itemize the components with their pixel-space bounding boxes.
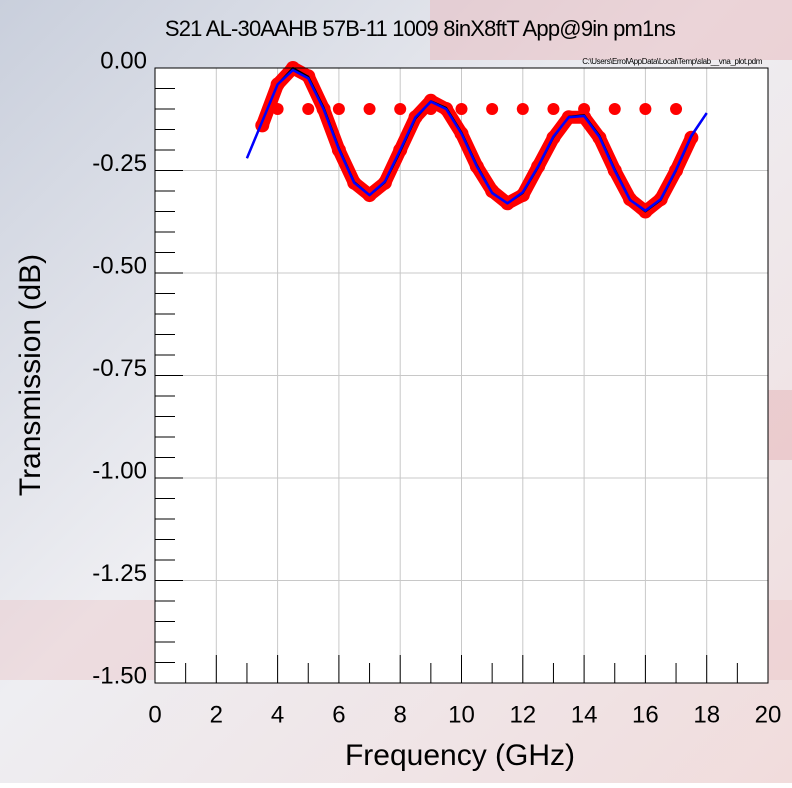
x-tick-label: 0	[148, 701, 161, 728]
x-tick-label: 18	[693, 701, 720, 728]
y-tick-label: -0.75	[92, 355, 147, 382]
marks	[245, 61, 708, 219]
chart-title: S21 AL-30AAHB 57B-11 1009 8inX8ftT App@9…	[165, 16, 676, 41]
y-tick-label: -0.25	[92, 150, 147, 177]
y-tick-label: -0.50	[92, 252, 147, 279]
plot-frame	[154, 67, 769, 684]
reference-dot	[363, 103, 376, 115]
reference-dot	[332, 103, 345, 115]
y-axis-label: Transmission (dB)	[14, 254, 47, 496]
x-tick-label: 10	[448, 701, 475, 728]
reference-dot	[547, 103, 560, 115]
x-tick-label: 8	[394, 701, 407, 728]
x-tick-label: 14	[571, 701, 598, 728]
stripe	[430, 0, 792, 60]
reference-dot	[271, 103, 284, 115]
x-tick-label: 12	[509, 701, 536, 728]
file-path: C:\Users\Errol\AppData\Local\Temp\slab__…	[582, 57, 762, 66]
reference-dot	[516, 103, 529, 115]
reference-dot	[670, 103, 683, 115]
reference-dot	[455, 103, 468, 115]
x-axis-label: Frequency (GHz)	[345, 739, 575, 772]
reference-dot	[608, 103, 621, 115]
y-tick-label: -1.25	[92, 560, 147, 587]
x-tick-label: 6	[332, 701, 345, 728]
x-tick-label: 4	[271, 701, 284, 728]
measured-point	[515, 188, 530, 203]
y-tick-label: -1.50	[92, 662, 147, 689]
fit-line	[245, 68, 708, 212]
reference-dot	[639, 103, 652, 115]
x-tick-label: 20	[755, 701, 782, 728]
x-tick-label: 2	[210, 701, 223, 728]
y-tick-label: 0.00	[100, 47, 147, 74]
reference-dot	[394, 103, 407, 115]
reference-dot	[578, 103, 591, 115]
reference-dot	[486, 103, 499, 115]
x-tick-label: 16	[632, 701, 659, 728]
reference-dot	[302, 103, 315, 115]
y-tick-label: -1.00	[92, 457, 147, 484]
